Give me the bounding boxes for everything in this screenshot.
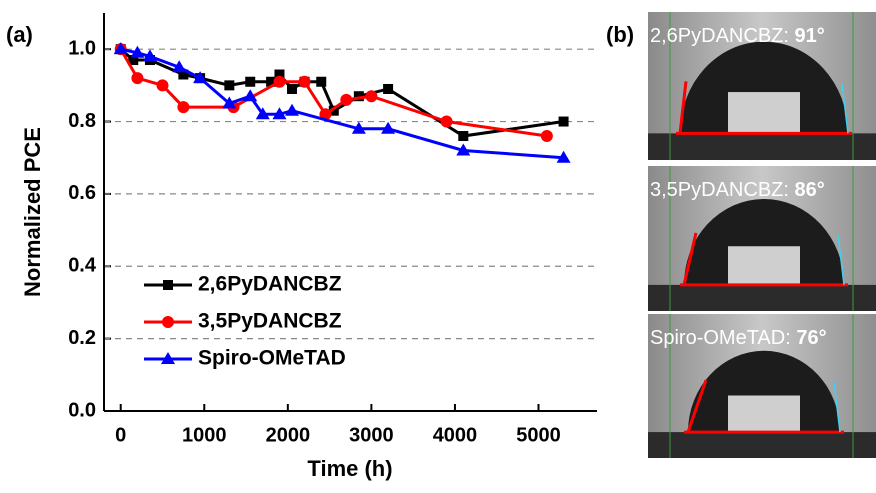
marker (381, 121, 396, 134)
panel-label: (a) (6, 22, 33, 47)
marker (274, 69, 285, 80)
marker (328, 105, 339, 116)
marker (316, 76, 327, 87)
droplet-highlight (728, 395, 800, 433)
marker (285, 103, 300, 116)
photo-caption: Spiro-OMeTAD: 76° (650, 327, 827, 349)
y-axis-title: Normalized PCE (20, 127, 45, 297)
x-tick-label: 3000 (349, 424, 394, 446)
caption-angle: 76° (796, 327, 826, 349)
tangent (682, 232, 698, 286)
caption-angle: 86° (794, 179, 824, 201)
marker (456, 143, 471, 156)
plot: 0.0 0.2 0.4 0.6 0.8 1.0 0 1000 2000 3000 4000 5000 2… (68, 13, 597, 446)
x-tick-label: 1000 (182, 424, 227, 446)
marker (255, 107, 270, 120)
marker (556, 150, 571, 163)
marker (177, 101, 190, 114)
y-tick-label: 0.0 (68, 399, 96, 421)
marker (558, 116, 569, 127)
marker (383, 83, 394, 94)
legend-label: 2,6PyDANCBZ (198, 273, 342, 296)
marker (266, 76, 277, 87)
marker (319, 108, 332, 121)
tangent (837, 234, 845, 285)
y-tick-label: 0.8 (68, 110, 96, 132)
marker (156, 79, 169, 92)
tangent (686, 379, 708, 433)
y-tick-label: 0.6 (68, 182, 96, 204)
photos: 2,6PyDANCBZ: 91° 3,5PyDANCBZ: 86° Spiro-OM… (648, 12, 876, 458)
tangent (833, 381, 841, 433)
marker (458, 131, 469, 142)
legend-label: Spiro-OMeTAD (198, 347, 346, 370)
droplet-highlight (728, 92, 800, 134)
marker (272, 107, 287, 120)
marker (193, 71, 208, 84)
marker (163, 280, 173, 290)
caption-label: 3,5PyDANCBZ: (650, 179, 794, 201)
marker (540, 130, 553, 143)
droplet-highlight (728, 246, 800, 285)
marker (161, 352, 175, 364)
marker (224, 80, 235, 91)
y-tick-label: 0.4 (68, 255, 97, 277)
marker (172, 60, 187, 73)
marker (178, 69, 189, 80)
photo-caption: 2,6PyDANCBZ: 91° (650, 25, 825, 47)
marker (130, 45, 145, 58)
substrate (648, 133, 876, 160)
caption-label: 2,6PyDANCBZ: (650, 25, 794, 47)
x-tick-label: 0 (115, 424, 126, 446)
y-tick-label: 0.2 (68, 327, 96, 349)
tangent (841, 83, 849, 134)
marker (162, 316, 174, 328)
x-tick-label: 4000 (433, 424, 478, 446)
caption-angle: 91° (794, 25, 824, 47)
x-tick-label: 2000 (266, 424, 311, 446)
marker (113, 42, 128, 55)
legend-label: 3,5PyDANCBZ (198, 310, 342, 333)
y-tick-label: 1.0 (68, 37, 96, 59)
substrate (648, 284, 876, 311)
marker (273, 75, 286, 88)
panel-label: (b) (606, 22, 634, 47)
substrate (648, 432, 876, 458)
caption-label: Spiro-OMeTAD: (650, 327, 796, 349)
marker (365, 90, 378, 103)
marker (353, 91, 364, 102)
marker (128, 55, 139, 66)
droplet (688, 350, 840, 433)
x-axis-title: Time (h) (307, 456, 392, 481)
marker (245, 76, 256, 87)
marker (298, 75, 311, 88)
marker (440, 115, 453, 128)
marker (287, 83, 298, 94)
x-tick-label: 5000 (516, 424, 561, 446)
marker (222, 96, 237, 109)
droplet (680, 41, 848, 134)
marker (142, 49, 157, 62)
photo-caption: 3,5PyDANCBZ: 86° (650, 179, 825, 201)
marker (243, 89, 258, 102)
droplet (684, 199, 844, 285)
tangent (678, 81, 688, 134)
marker (340, 93, 353, 106)
marker (131, 72, 144, 85)
marker (351, 121, 366, 134)
